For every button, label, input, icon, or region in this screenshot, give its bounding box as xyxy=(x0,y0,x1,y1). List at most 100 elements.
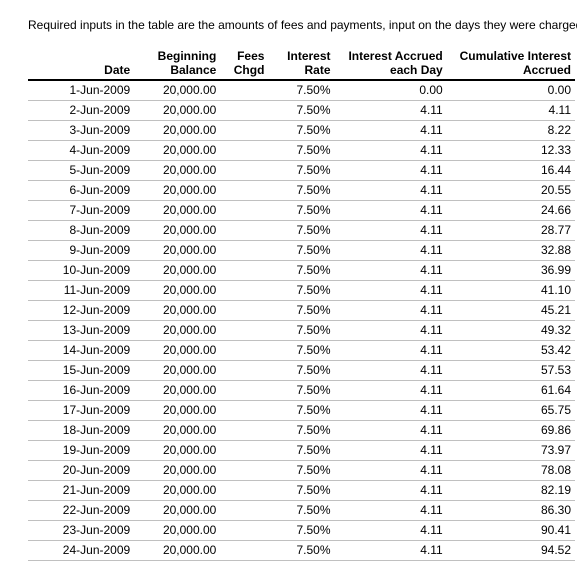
cell-cumulative: 36.99 xyxy=(447,260,575,280)
cell-accrued: 4.11 xyxy=(335,540,447,560)
cell-date: 2-Jun-2009 xyxy=(28,100,134,120)
header-row: Date Beginning Balance Fees Chgd Interes… xyxy=(28,38,575,80)
cell-date: 21-Jun-2009 xyxy=(28,480,134,500)
cell-date: 6-Jun-2009 xyxy=(28,180,134,200)
cell-date: 22-Jun-2009 xyxy=(28,500,134,520)
cell-date: 23-Jun-2009 xyxy=(28,520,134,540)
cell-rate: 7.50% xyxy=(268,200,334,220)
table-row: 19-Jun-200920,000.007.50%4.1173.97 xyxy=(28,440,575,460)
cell-fees xyxy=(220,220,268,240)
cell-balance: 20,000.00 xyxy=(134,420,220,440)
cell-fees xyxy=(220,120,268,140)
cell-rate: 7.50% xyxy=(268,140,334,160)
cell-rate: 7.50% xyxy=(268,480,334,500)
cell-accrued: 4.11 xyxy=(335,320,447,340)
table-row: 6-Jun-200920,000.007.50%4.1120.55 xyxy=(28,180,575,200)
cell-balance: 20,000.00 xyxy=(134,400,220,420)
cell-accrued: 4.11 xyxy=(335,240,447,260)
cell-cumulative: 4.11 xyxy=(447,100,575,120)
cell-rate: 7.50% xyxy=(268,240,334,260)
cell-date: 10-Jun-2009 xyxy=(28,260,134,280)
cell-fees xyxy=(220,480,268,500)
table-caption: Required inputs in the table are the amo… xyxy=(28,18,577,32)
cell-cumulative: 8.22 xyxy=(447,120,575,140)
col-fees-header: Fees Chgd xyxy=(220,38,268,80)
table-row: 15-Jun-200920,000.007.50%4.1157.53 xyxy=(28,360,575,380)
table-body: 1-Jun-200920,000.007.50%0.000.002-Jun-20… xyxy=(28,80,575,560)
cell-balance: 20,000.00 xyxy=(134,440,220,460)
cell-balance: 20,000.00 xyxy=(134,240,220,260)
table-row: 1-Jun-200920,000.007.50%0.000.00 xyxy=(28,80,575,100)
cell-cumulative: 20.55 xyxy=(447,180,575,200)
table-row: 14-Jun-200920,000.007.50%4.1153.42 xyxy=(28,340,575,360)
col-balance-header: Beginning Balance xyxy=(134,38,220,80)
cell-date: 19-Jun-2009 xyxy=(28,440,134,460)
cell-accrued: 4.11 xyxy=(335,460,447,480)
cell-balance: 20,000.00 xyxy=(134,520,220,540)
cell-fees xyxy=(220,460,268,480)
cell-rate: 7.50% xyxy=(268,540,334,560)
col-date-header: Date xyxy=(28,38,134,80)
cell-rate: 7.50% xyxy=(268,120,334,140)
cell-rate: 7.50% xyxy=(268,80,334,100)
cell-fees xyxy=(220,160,268,180)
cell-balance: 20,000.00 xyxy=(134,300,220,320)
cell-balance: 20,000.00 xyxy=(134,460,220,480)
cell-cumulative: 78.08 xyxy=(447,460,575,480)
cell-fees xyxy=(220,280,268,300)
cell-date: 11-Jun-2009 xyxy=(28,280,134,300)
cell-balance: 20,000.00 xyxy=(134,540,220,560)
cell-rate: 7.50% xyxy=(268,360,334,380)
cell-accrued: 4.11 xyxy=(335,420,447,440)
table-row: 23-Jun-200920,000.007.50%4.1190.41 xyxy=(28,520,575,540)
cell-accrued: 4.11 xyxy=(335,340,447,360)
cell-balance: 20,000.00 xyxy=(134,280,220,300)
cell-accrued: 4.11 xyxy=(335,400,447,420)
table-row: 12-Jun-200920,000.007.50%4.1145.21 xyxy=(28,300,575,320)
cell-fees xyxy=(220,180,268,200)
cell-rate: 7.50% xyxy=(268,260,334,280)
table-row: 2-Jun-200920,000.007.50%4.114.11 xyxy=(28,100,575,120)
cell-balance: 20,000.00 xyxy=(134,480,220,500)
cell-rate: 7.50% xyxy=(268,280,334,300)
table-row: 11-Jun-200920,000.007.50%4.1141.10 xyxy=(28,280,575,300)
cell-fees xyxy=(220,340,268,360)
cell-balance: 20,000.00 xyxy=(134,100,220,120)
cell-balance: 20,000.00 xyxy=(134,260,220,280)
interest-table: Date Beginning Balance Fees Chgd Interes… xyxy=(28,38,575,561)
cell-accrued: 4.11 xyxy=(335,200,447,220)
cell-rate: 7.50% xyxy=(268,460,334,480)
cell-date: 5-Jun-2009 xyxy=(28,160,134,180)
cell-balance: 20,000.00 xyxy=(134,160,220,180)
table-row: 10-Jun-200920,000.007.50%4.1136.99 xyxy=(28,260,575,280)
cell-accrued: 4.11 xyxy=(335,120,447,140)
cell-cumulative: 57.53 xyxy=(447,360,575,380)
cell-date: 8-Jun-2009 xyxy=(28,220,134,240)
cell-fees xyxy=(220,500,268,520)
cell-fees xyxy=(220,80,268,100)
cell-rate: 7.50% xyxy=(268,440,334,460)
cell-fees xyxy=(220,200,268,220)
cell-fees xyxy=(220,140,268,160)
table-row: 17-Jun-200920,000.007.50%4.1165.75 xyxy=(28,400,575,420)
cell-cumulative: 32.88 xyxy=(447,240,575,260)
cell-accrued: 4.11 xyxy=(335,500,447,520)
table-row: 22-Jun-200920,000.007.50%4.1186.30 xyxy=(28,500,575,520)
cell-cumulative: 49.32 xyxy=(447,320,575,340)
cell-accrued: 4.11 xyxy=(335,360,447,380)
cell-fees xyxy=(220,240,268,260)
cell-date: 4-Jun-2009 xyxy=(28,140,134,160)
cell-accrued: 4.11 xyxy=(335,220,447,240)
cell-accrued: 4.11 xyxy=(335,380,447,400)
table-row: 20-Jun-200920,000.007.50%4.1178.08 xyxy=(28,460,575,480)
cell-cumulative: 90.41 xyxy=(447,520,575,540)
cell-fees xyxy=(220,380,268,400)
cell-balance: 20,000.00 xyxy=(134,200,220,220)
cell-fees xyxy=(220,420,268,440)
cell-balance: 20,000.00 xyxy=(134,380,220,400)
cell-fees xyxy=(220,400,268,420)
col-cumulative-header: Cumulative Interest Accrued xyxy=(447,38,575,80)
cell-date: 24-Jun-2009 xyxy=(28,540,134,560)
cell-date: 3-Jun-2009 xyxy=(28,120,134,140)
cell-cumulative: 45.21 xyxy=(447,300,575,320)
